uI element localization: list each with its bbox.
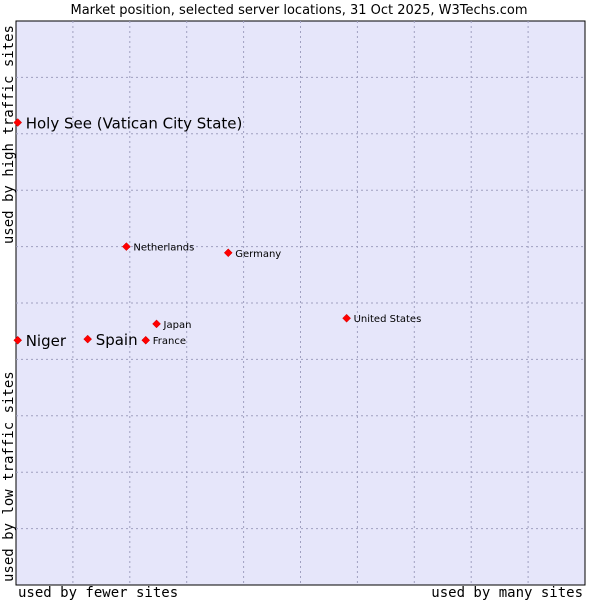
point-germany: Germany: [223, 248, 281, 260]
point-marker: [152, 319, 161, 329]
point-france: France: [141, 335, 186, 347]
point-marker: [13, 335, 23, 345]
point-label: Germany: [235, 249, 281, 260]
point-marker: [342, 313, 351, 323]
point-marker: [141, 335, 151, 345]
y-axis-label-top: used by high traffic sites: [1, 25, 17, 244]
point-marker: [223, 248, 233, 258]
point-spain: Spain: [83, 331, 138, 349]
point-label: Netherlands: [133, 243, 194, 254]
point-marker: [83, 334, 93, 344]
point-japan: Japan: [152, 319, 192, 331]
point-holy-see-vatican-city-state: Holy See (Vatican City State): [13, 115, 243, 133]
grid-lines: [16, 21, 585, 585]
data-points: Holy See (Vatican City State) Netherlands…: [13, 115, 422, 350]
y-axis-label-bottom: used by low traffic sites: [1, 371, 17, 582]
point-label: Holy See (Vatican City State): [26, 115, 243, 133]
point-niger: Niger: [13, 332, 67, 350]
point-label: Niger: [26, 332, 67, 350]
chart-title: Market position, selected server locatio…: [70, 3, 527, 18]
point-label: Japan: [163, 320, 192, 331]
point-marker: [122, 242, 131, 251]
point-united-states: United States: [342, 313, 422, 325]
point-label: Spain: [96, 331, 138, 349]
point-marker: [13, 118, 23, 127]
point-netherlands: Netherlands: [122, 242, 194, 254]
x-axis-label-right: used by many sites: [431, 585, 583, 600]
x-axis-label-left: used by fewer sites: [18, 585, 178, 600]
point-label: France: [153, 336, 186, 347]
point-label: United States: [354, 314, 422, 325]
